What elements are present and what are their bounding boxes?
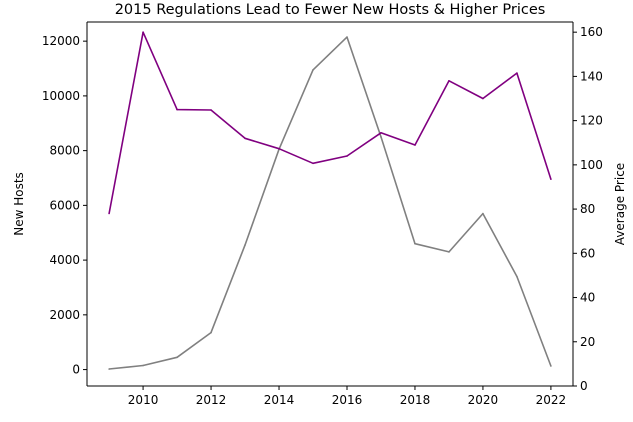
- average-price-point: [448, 80, 450, 82]
- new-hosts-point: [516, 275, 518, 278]
- new-hosts-point: [142, 364, 144, 367]
- left-y-tick-label: 6000: [49, 198, 80, 212]
- new-hosts-point: [482, 212, 484, 215]
- left-y-tick-label: 8000: [49, 144, 80, 158]
- left-y-axis-label: New Hosts: [12, 172, 26, 236]
- new-hosts-point: [550, 365, 552, 367]
- left-y-tick-label: 2000: [49, 308, 80, 322]
- right-y-tick-label: 0: [580, 379, 588, 393]
- left-y-tick-label: 12000: [42, 34, 80, 48]
- average-price-point: [278, 147, 280, 150]
- new-hosts-point: [346, 36, 348, 38]
- average-price-point: [210, 109, 212, 111]
- average-price-point: [244, 137, 246, 140]
- chart-title: 2015 Regulations Lead to Fewer New Hosts…: [115, 2, 546, 18]
- x-tick-label: 2022: [536, 393, 567, 407]
- series-layer: [108, 31, 552, 370]
- x-tick-label: 2014: [264, 393, 295, 407]
- average-price-point: [414, 144, 416, 146]
- average-price-point: [380, 131, 382, 134]
- right-y-tick-label: 40: [580, 291, 595, 305]
- new-hosts-point: [176, 356, 178, 359]
- average-price-point: [516, 72, 518, 74]
- x-tick-label: 2010: [128, 393, 159, 407]
- left-y-axis: 0 2000 4000 6000 8000 10000 12000: [42, 34, 87, 377]
- new-hosts-point: [414, 242, 416, 245]
- left-y-tick-label: 10000: [42, 89, 80, 103]
- new-hosts-point: [448, 251, 450, 253]
- right-y-tick-label: 160: [580, 25, 603, 39]
- plot-frame: [86, 21, 574, 387]
- right-y-tick-label: 140: [580, 69, 603, 83]
- average-price-point: [312, 162, 314, 165]
- right-y-tick-label: 60: [580, 246, 595, 260]
- average-price-point: [108, 212, 110, 215]
- right-y-axis: 0 20 40 60 80 100 120 140 160: [573, 25, 603, 393]
- right-y-tick-label: 80: [580, 202, 595, 216]
- average-price-point: [346, 155, 348, 157]
- x-axis: 2010 2012 2014 2016 2018 2020 2022: [128, 386, 566, 407]
- average-price-point: [482, 97, 484, 100]
- average-price-point: [550, 178, 552, 181]
- right-y-axis-label: Average Price: [613, 163, 627, 245]
- x-tick-label: 2016: [332, 393, 363, 407]
- average-price-point: [176, 108, 178, 111]
- new-hosts-point: [108, 368, 110, 370]
- left-y-tick-label: 4000: [49, 253, 80, 267]
- x-tick-label: 2018: [400, 393, 431, 407]
- right-y-tick-label: 20: [580, 335, 595, 349]
- left-y-tick-label: 0: [72, 363, 80, 377]
- new-hosts-point: [244, 244, 246, 246]
- average-price-point: [142, 31, 144, 33]
- x-tick-label: 2012: [196, 393, 227, 407]
- new-hosts-point: [210, 331, 212, 334]
- average-price-line: [108, 31, 552, 214]
- right-y-tick-label: 120: [580, 114, 603, 128]
- x-tick-label: 2020: [468, 393, 499, 407]
- new-hosts-point: [312, 69, 314, 71]
- new-hosts-line: [109, 36, 552, 370]
- right-y-tick-label: 100: [580, 158, 603, 172]
- new-hosts-point: [380, 136, 382, 138]
